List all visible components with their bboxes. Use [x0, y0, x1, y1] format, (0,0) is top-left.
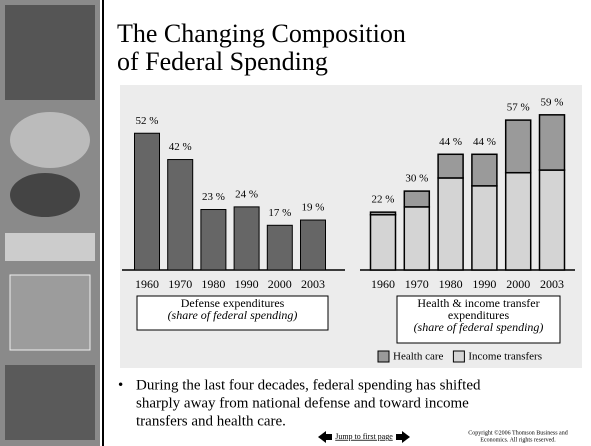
- title-line: of Federal Spending: [117, 47, 328, 76]
- title-line: The Changing Composition: [117, 19, 406, 48]
- value-label: 24 %: [235, 188, 258, 200]
- x-tick-label: 2003: [301, 277, 325, 291]
- value-label: 19 %: [302, 202, 325, 214]
- bar-segment: [538, 169, 566, 271]
- strip-image: [10, 173, 80, 217]
- value-label: 42 %: [169, 141, 192, 153]
- x-tick-label: 1970: [405, 277, 429, 291]
- x-tick-label: 1960: [135, 277, 159, 291]
- bar-segment: [369, 211, 397, 216]
- x-tick-label: 2003: [540, 277, 564, 291]
- arrow-right[interactable]: [396, 434, 402, 440]
- legend-label: Health care: [393, 351, 443, 363]
- x-tick-label: 2000: [268, 277, 292, 291]
- bar: [167, 159, 194, 271]
- value-label: 22 %: [372, 194, 395, 206]
- strip-image: [5, 233, 95, 261]
- bullet-dot: •: [118, 377, 123, 393]
- x-tick-label: 1980: [201, 277, 225, 291]
- value-label: 30 %: [405, 173, 428, 185]
- x-tick-label: 2000: [506, 277, 530, 291]
- caption-box: [136, 295, 329, 331]
- arrow-right[interactable]: [402, 431, 410, 443]
- bar: [266, 224, 293, 271]
- value-label: 44 %: [473, 136, 496, 148]
- value-label: 17 %: [268, 207, 291, 219]
- x-tick-label: 1980: [439, 277, 463, 291]
- bar-segment: [403, 190, 431, 208]
- bullet-line: sharply away from national defense and t…: [136, 395, 469, 411]
- bullet-line: transfers and health care.: [136, 413, 286, 429]
- bar: [200, 209, 227, 271]
- value-label: 59 %: [541, 96, 564, 108]
- value-label: 23 %: [202, 191, 225, 203]
- x-tick-label: 1990: [472, 277, 496, 291]
- bullet-line: During the last four decades, federal sp…: [136, 377, 481, 393]
- copyright: Copyright ©2006 Thomson Business and: [468, 429, 567, 436]
- bar: [134, 132, 160, 271]
- value-label: 52 %: [136, 115, 159, 127]
- caption-box: [396, 295, 561, 344]
- bar-segment: [403, 206, 431, 271]
- caption: expenditures: [448, 308, 510, 322]
- strip-image: [5, 365, 95, 440]
- caption: Defense expenditures: [181, 296, 285, 310]
- legend-label: Income transfers: [468, 351, 542, 363]
- x-tick-label: 1970: [168, 277, 192, 291]
- copyright: Economics. All rights reserved.: [480, 437, 556, 443]
- bar-segment: [504, 171, 532, 271]
- strip-image: [10, 112, 90, 168]
- bar-segment: [538, 114, 566, 171]
- caption: Health & income transfer: [417, 296, 539, 310]
- side-strip: [0, 0, 100, 446]
- arrow-left[interactable]: [326, 434, 332, 440]
- footer-link[interactable]: Jump to first page: [335, 432, 393, 441]
- value-label: 44 %: [439, 136, 462, 148]
- bar-segment: [471, 153, 498, 187]
- bar-segment: [437, 177, 464, 271]
- bar-segment: [504, 119, 532, 174]
- caption: (share of federal spending): [414, 320, 544, 334]
- bar-segment: [437, 153, 464, 179]
- legend-swatch: [452, 350, 465, 363]
- caption: (share of federal spending): [168, 308, 298, 322]
- bar-segment: [471, 185, 498, 271]
- bar: [300, 219, 326, 271]
- strip-image: [9, 274, 91, 351]
- x-tick-label: 1990: [235, 277, 259, 291]
- x-tick-label: 1960: [371, 277, 395, 291]
- arrow-left[interactable]: [318, 431, 326, 443]
- bar-segment: [369, 214, 397, 271]
- strip-image: [5, 5, 95, 100]
- bar: [233, 206, 260, 271]
- legend-swatch: [377, 350, 390, 363]
- value-label: 57 %: [507, 102, 530, 114]
